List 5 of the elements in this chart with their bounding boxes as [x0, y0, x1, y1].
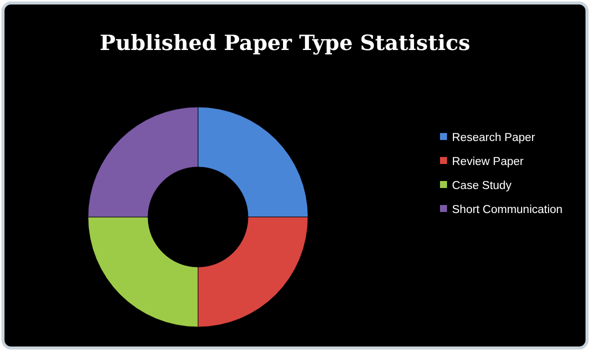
legend-label: Short Communication	[452, 204, 563, 216]
legend-label: Case Study	[452, 180, 512, 192]
legend-label: Research Paper	[452, 132, 536, 144]
chart-title: Published Paper Type Statistics	[100, 30, 470, 55]
legend-label: Review Paper	[452, 156, 524, 168]
